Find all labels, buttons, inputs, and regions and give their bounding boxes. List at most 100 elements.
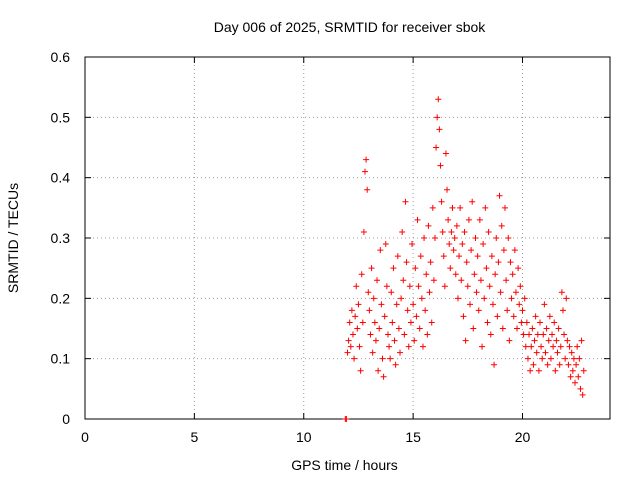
data-point: [561, 331, 568, 338]
data-point: [509, 271, 516, 278]
data-point: [425, 222, 432, 229]
x-tick-label: 5: [190, 429, 198, 445]
data-point: [413, 313, 420, 320]
data-point: [473, 289, 480, 296]
data-point: [367, 331, 374, 338]
data-point: [365, 289, 372, 296]
data-point: [462, 337, 469, 344]
data-point: [492, 271, 499, 278]
data-point: [453, 222, 460, 229]
data-point: [475, 307, 482, 314]
data-point: [543, 325, 550, 332]
data-point: [407, 319, 414, 326]
data-points: [342, 96, 587, 422]
data-point: [488, 253, 495, 260]
data-point: [432, 235, 438, 241]
data-point: [547, 355, 554, 362]
data-point: [498, 222, 505, 229]
data-point: [477, 277, 484, 284]
data-point: [459, 241, 466, 248]
data-point: [471, 271, 478, 278]
y-tick-label: 0.6: [51, 49, 71, 65]
data-point: [379, 355, 386, 362]
x-tick-label: 20: [515, 429, 531, 445]
data-point: [448, 228, 455, 235]
data-point: [395, 325, 402, 332]
data-point: [550, 343, 557, 350]
data-point: [494, 313, 501, 320]
data-point: [450, 247, 457, 254]
data-point: [575, 373, 582, 380]
data-point: [438, 198, 445, 205]
data-point: [354, 325, 361, 332]
data-point: [578, 337, 585, 344]
data-point: [534, 331, 541, 338]
data-point: [348, 307, 355, 314]
data-point: [500, 247, 507, 254]
data-point: [546, 313, 553, 320]
data-point: [511, 247, 518, 254]
data-point: [404, 307, 411, 314]
data-point: [517, 283, 524, 290]
data-point: [394, 253, 401, 260]
data-point: [433, 144, 440, 151]
data-point: [368, 265, 375, 272]
y-axis-label: SRMTID / TECUs: [5, 183, 21, 293]
data-point: [435, 96, 442, 103]
data-point: [378, 301, 385, 308]
data-point: [441, 283, 448, 290]
chart-title: Day 006 of 2025, SRMTID for receiver sbo…: [214, 19, 487, 35]
data-point: [528, 343, 535, 350]
data-point: [415, 283, 422, 290]
data-point: [521, 295, 528, 302]
data-point: [566, 343, 573, 350]
data-point: [366, 307, 373, 314]
data-point: [424, 331, 431, 338]
data-point: [527, 367, 534, 374]
data-point: [486, 283, 493, 290]
data-point: [403, 259, 410, 266]
data-point: [544, 361, 551, 368]
data-point: [570, 355, 577, 362]
data-point: [440, 253, 447, 260]
data-point: [464, 283, 471, 290]
data-point: [428, 319, 435, 326]
data-point: [405, 343, 412, 350]
data-point: [390, 265, 397, 272]
data-point: [572, 379, 578, 386]
data-point: [549, 331, 556, 338]
y-tick-label: 0.1: [51, 351, 71, 367]
data-point: [531, 337, 538, 344]
data-point: [512, 289, 519, 296]
data-point: [406, 283, 413, 290]
data-point: [346, 319, 353, 326]
data-point: [480, 241, 487, 248]
data-point: [545, 337, 552, 344]
data-point: [530, 361, 537, 368]
data-point: [562, 355, 569, 362]
y-tick-label: 0: [62, 411, 70, 427]
data-point: [499, 325, 506, 332]
data-point: [386, 343, 393, 350]
data-point: [456, 253, 463, 260]
data-point: [519, 307, 526, 314]
data-point: [343, 416, 350, 422]
data-point: [520, 331, 527, 338]
data-point: [555, 325, 562, 332]
data-point: [451, 235, 458, 241]
x-tick-label: 0: [81, 429, 89, 445]
data-point: [414, 216, 421, 223]
data-point: [540, 331, 547, 338]
y-tick-label: 0.5: [51, 109, 71, 125]
data-point: [445, 216, 452, 223]
data-point: [463, 259, 470, 266]
data-point: [553, 337, 560, 344]
data-point: [526, 331, 533, 338]
data-point: [489, 301, 496, 308]
data-point: [559, 307, 566, 314]
data-point: [437, 162, 444, 169]
y-tick-label: 0.2: [51, 290, 71, 306]
data-point: [552, 367, 559, 374]
data-point: [392, 361, 399, 368]
